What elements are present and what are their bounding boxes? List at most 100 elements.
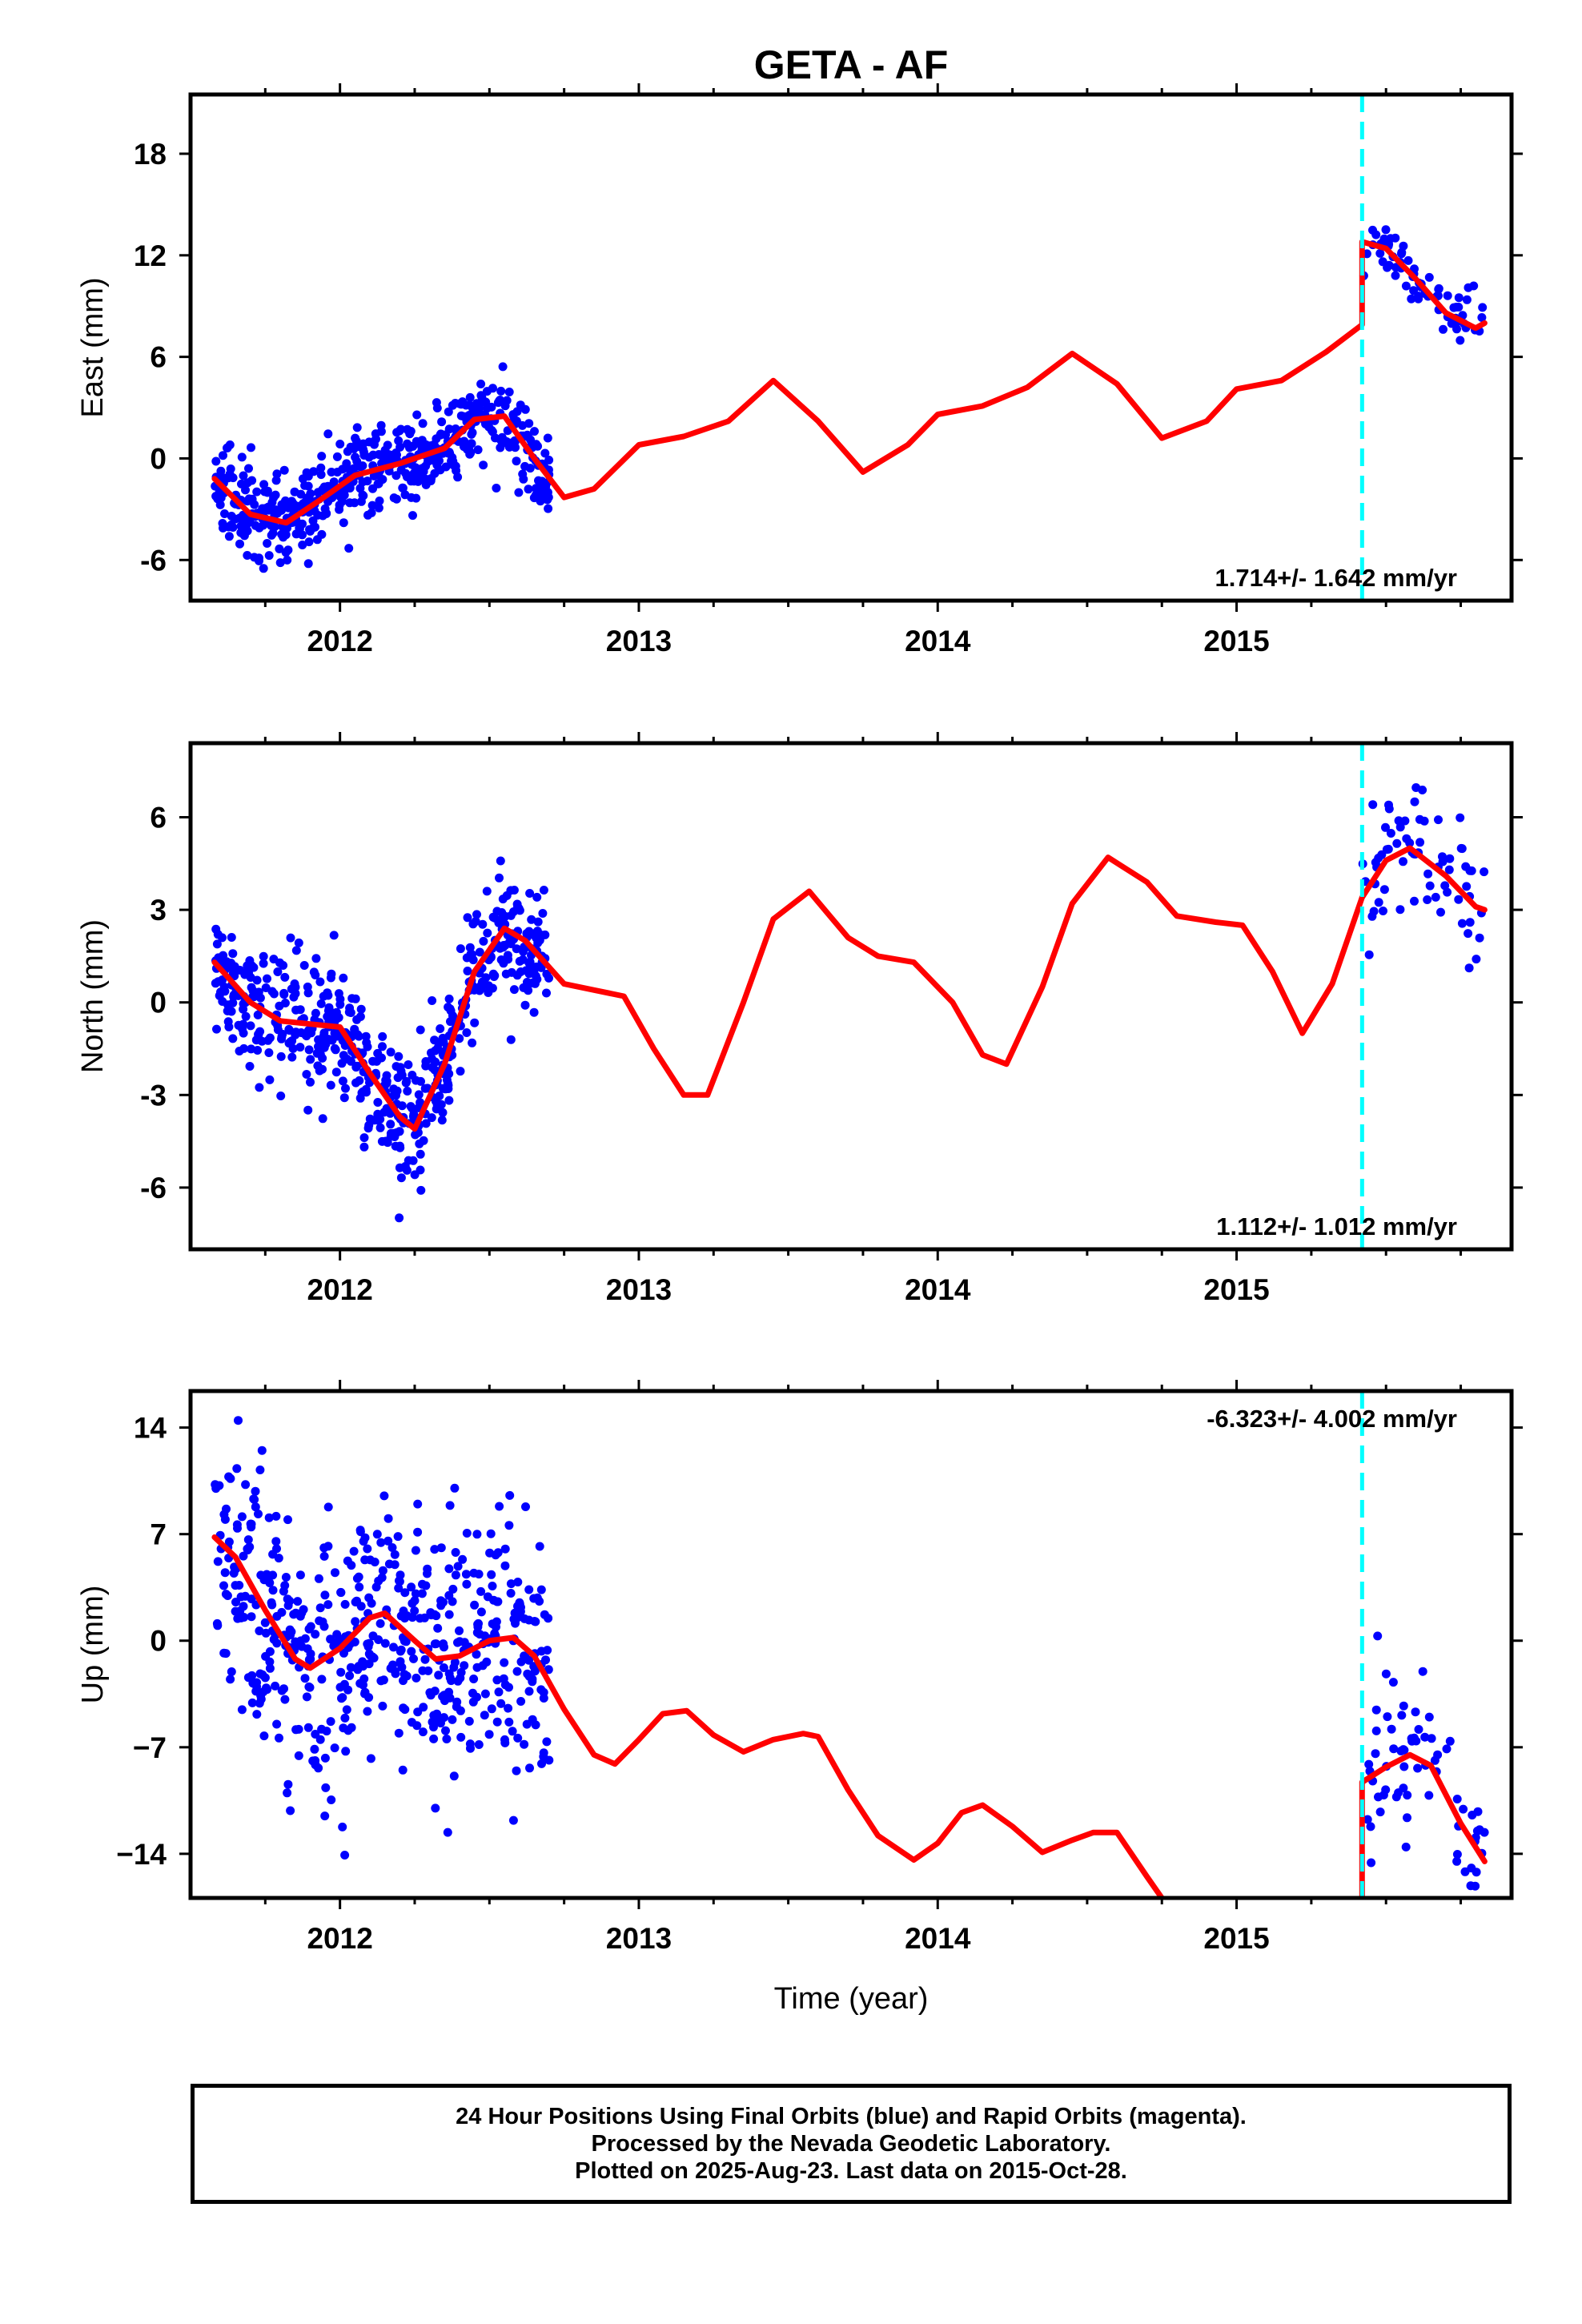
- data-point: [323, 1542, 333, 1551]
- data-point: [444, 1610, 454, 1619]
- data-point: [1381, 225, 1391, 235]
- data-point: [527, 915, 536, 924]
- data-point: [367, 508, 376, 517]
- data-point: [231, 1581, 240, 1590]
- data-point: [432, 1715, 441, 1725]
- data-point: [1381, 822, 1390, 832]
- data-point: [325, 1007, 335, 1016]
- data-point: [486, 1529, 496, 1538]
- data-point: [291, 1725, 301, 1735]
- x-tick-label: 2015: [1203, 1273, 1269, 1306]
- data-point: [1418, 1667, 1427, 1676]
- data-point: [1394, 816, 1403, 826]
- data-point: [310, 1744, 319, 1754]
- data-point: [277, 500, 287, 509]
- data-point: [418, 1579, 427, 1589]
- data-point: [1434, 284, 1443, 294]
- data-point: [490, 913, 500, 923]
- data-point: [456, 1706, 465, 1715]
- data-point: [302, 1692, 311, 1702]
- data-point: [533, 917, 543, 927]
- data-point: [212, 1618, 222, 1628]
- data-point: [1445, 854, 1455, 863]
- data-point: [273, 967, 283, 976]
- data-point: [416, 440, 426, 450]
- data-point: [363, 476, 372, 486]
- data-point: [305, 525, 314, 534]
- data-point: [272, 469, 282, 479]
- y-tick-label: -6: [140, 1172, 167, 1204]
- data-point: [460, 1638, 469, 1647]
- data-point: [1452, 324, 1461, 334]
- data-point: [303, 982, 312, 991]
- data-point: [265, 1075, 275, 1084]
- data-point: [244, 464, 253, 473]
- data-point: [522, 978, 532, 987]
- data-point: [281, 1573, 291, 1582]
- data-point: [377, 1053, 386, 1063]
- data-point: [410, 1170, 420, 1180]
- data-point: [284, 1039, 294, 1048]
- data-point: [358, 490, 367, 500]
- data-point: [300, 1674, 310, 1683]
- data-point: [1377, 850, 1387, 859]
- data-point: [227, 1667, 236, 1676]
- data-point: [216, 466, 226, 476]
- data-point: [1395, 905, 1405, 915]
- data-point: [449, 1771, 459, 1781]
- data-point: [431, 1803, 440, 1813]
- data-point: [468, 428, 477, 437]
- data-point: [1477, 313, 1487, 322]
- x-tick-label: 2015: [1203, 1922, 1269, 1955]
- data-point: [508, 1727, 517, 1736]
- data-point: [429, 1734, 439, 1743]
- data-point: [453, 1562, 463, 1571]
- data-point: [351, 1063, 361, 1072]
- data-point: [355, 1582, 364, 1592]
- data-point: [432, 1709, 442, 1719]
- data-point: [411, 1130, 420, 1140]
- data-point: [376, 420, 386, 430]
- data-point: [363, 1707, 372, 1716]
- data-point: [492, 1675, 502, 1685]
- data-point: [456, 411, 466, 420]
- data-point: [403, 424, 412, 434]
- data-point: [1452, 1795, 1462, 1803]
- data-point: [1411, 1707, 1420, 1717]
- data-point: [506, 911, 516, 920]
- footer-line-processed-by: Processed by the Nevada Geodetic Laborat…: [591, 2131, 1111, 2157]
- data-point: [535, 935, 544, 945]
- data-point: [304, 1655, 314, 1664]
- data-point: [294, 938, 303, 947]
- data-point: [487, 1570, 496, 1579]
- data-point: [1371, 1726, 1381, 1735]
- data-point: [396, 1645, 406, 1655]
- data-point: [482, 887, 492, 896]
- data-point: [474, 1570, 484, 1579]
- data-point: [271, 1511, 281, 1521]
- data-point: [400, 490, 410, 500]
- data-point: [395, 1577, 404, 1586]
- data-point: [244, 968, 253, 978]
- data-point: [529, 1007, 539, 1017]
- data-point: [297, 1608, 307, 1618]
- footer-box: 24 Hour Positions Using Final Orbits (bl…: [191, 2084, 1512, 2204]
- data-point: [482, 387, 492, 396]
- data-point: [228, 949, 238, 959]
- data-point: [391, 471, 401, 480]
- data-point: [338, 464, 347, 474]
- data-point: [339, 1093, 349, 1103]
- data-point: [300, 1030, 310, 1039]
- plot-frame: [188, 92, 1514, 603]
- data-point: [511, 443, 520, 452]
- data-point: [390, 1560, 400, 1570]
- data-point: [1396, 1747, 1406, 1755]
- data-point: [394, 1051, 404, 1061]
- data-point: [439, 1037, 448, 1047]
- data-point: [465, 400, 475, 410]
- data-point: [472, 910, 481, 919]
- data-point: [1424, 272, 1434, 282]
- up-panel: −14 −7 0 7 14 2012 2013 2014 2015 Up (mm) -6.323+/…: [76, 1380, 1523, 1955]
- data-point: [1414, 294, 1423, 304]
- data-point: [252, 487, 262, 497]
